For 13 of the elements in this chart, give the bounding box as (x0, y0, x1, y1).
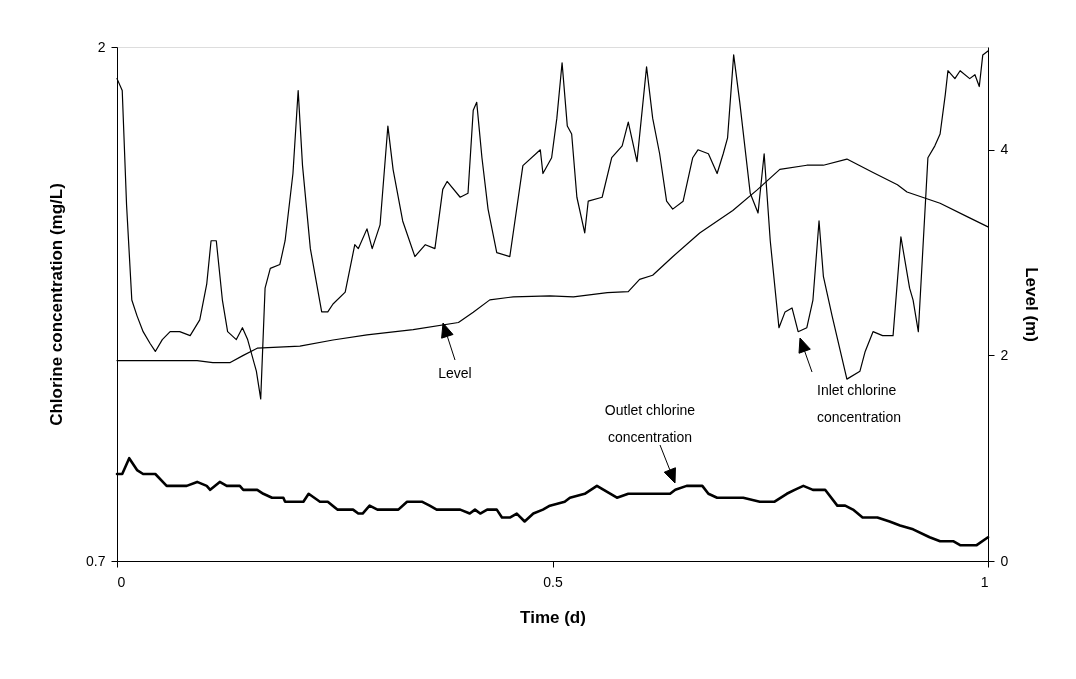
x-tick-label: 0.5 (543, 573, 563, 590)
annotation: Inlet chlorine concentration (817, 382, 902, 425)
x-tick-label: 0 (117, 573, 126, 590)
y2-axis-title: Level (m) (1022, 267, 1042, 342)
y2-tick-label: 4 (1000, 141, 1009, 158)
y2-tick-label: 0 (1000, 552, 1009, 569)
y2-tick-label: 2 (1000, 346, 1009, 363)
x-tick-label: 1 (980, 573, 989, 590)
y-axis-title: Chlorine concentration (mg/L) (47, 183, 67, 426)
annotation: Level (438, 365, 472, 381)
annotation: Outlet chlorine concentration (604, 402, 696, 445)
y-tick-label: 0.7 (86, 552, 106, 569)
x-axis-title: Time (d) (520, 607, 586, 627)
